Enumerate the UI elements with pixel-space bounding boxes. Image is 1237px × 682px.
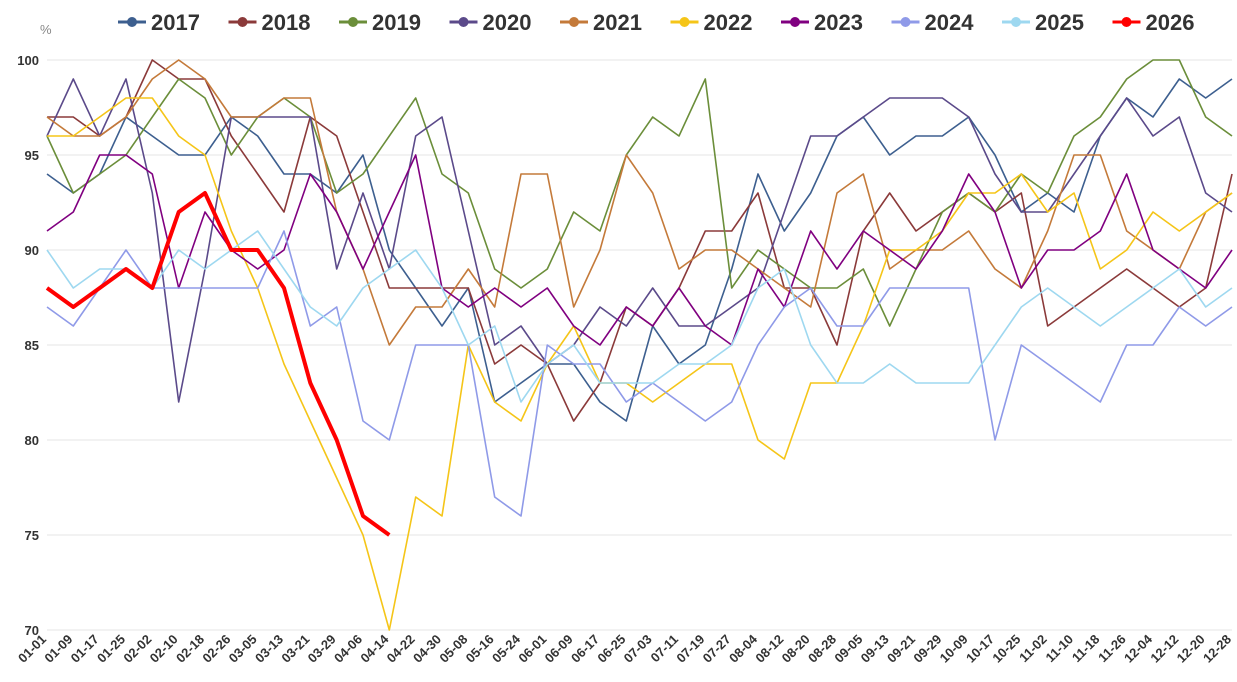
y-tick-label: 75 xyxy=(25,528,39,543)
x-tick-label: 04-30 xyxy=(410,632,444,666)
x-tick-label: 03-13 xyxy=(252,632,286,666)
legend-swatch xyxy=(790,17,800,27)
y-tick-label: 80 xyxy=(25,433,39,448)
y-tick-label: 95 xyxy=(25,148,39,163)
x-tick-label: 05-16 xyxy=(463,632,497,666)
x-tick-label: 07-19 xyxy=(673,632,707,666)
legend-label: 2021 xyxy=(593,10,642,35)
y-unit: % xyxy=(40,22,52,37)
x-tick-label: 12-12 xyxy=(1147,632,1181,666)
x-tick-label: 02-02 xyxy=(120,632,154,666)
legend-swatch xyxy=(458,17,469,27)
legend-label: 2019 xyxy=(372,10,421,35)
legend-swatch xyxy=(237,17,248,27)
y-tick-label: 90 xyxy=(25,243,39,258)
legend-label: 2024 xyxy=(925,10,975,35)
x-tick-label: 11-18 xyxy=(1069,632,1103,666)
x-tick-label: 05-08 xyxy=(436,632,470,666)
x-tick-label: 06-25 xyxy=(594,632,628,666)
series-line xyxy=(46,59,1233,346)
legend-label: 2017 xyxy=(151,10,200,35)
x-tick-label: 08-12 xyxy=(752,632,786,666)
x-tick-label: 01-25 xyxy=(94,632,128,666)
x-tick-label: 07-27 xyxy=(700,632,734,666)
legend-swatch xyxy=(569,17,579,27)
x-tick-label: 02-10 xyxy=(147,632,181,666)
legend-label: 2018 xyxy=(262,10,311,35)
x-tick-label: 06-01 xyxy=(515,632,549,666)
x-tick-label: 03-29 xyxy=(305,632,339,666)
legend-label: 2025 xyxy=(1035,10,1084,35)
series-line xyxy=(46,59,1233,327)
x-tick-label: 03-21 xyxy=(278,632,312,666)
x-tick-label: 07-11 xyxy=(648,632,682,666)
x-tick-label: 09-13 xyxy=(858,632,892,666)
legend-label: 2026 xyxy=(1146,10,1195,35)
x-tick-label: 09-21 xyxy=(884,632,918,666)
x-tick-label: 03-05 xyxy=(226,632,260,666)
legend-label: 2023 xyxy=(814,10,863,35)
x-tick-label: 02-26 xyxy=(199,632,233,666)
legend-swatch xyxy=(1011,17,1021,27)
x-tick-label: 08-28 xyxy=(805,632,839,666)
x-tick-label: 01-17 xyxy=(68,632,102,666)
x-tick-label: 02-18 xyxy=(173,632,207,666)
series-line xyxy=(46,154,1233,346)
x-tick-label: 10-25 xyxy=(989,632,1023,666)
series-line xyxy=(45,191,391,537)
y-tick-label: 85 xyxy=(25,338,39,353)
x-tick-label: 01-09 xyxy=(41,632,75,666)
x-tick-label: 09-29 xyxy=(910,632,944,666)
legend-label: 2020 xyxy=(483,10,532,35)
legend-swatch xyxy=(348,17,358,27)
series-line xyxy=(46,78,1233,422)
x-tick-label: 10-09 xyxy=(937,632,971,666)
x-tick-label: 04-22 xyxy=(384,632,418,666)
x-tick-label: 08-04 xyxy=(726,631,761,666)
legend-swatch xyxy=(1121,17,1132,27)
x-tick-label: 08-20 xyxy=(779,632,813,666)
x-tick-label: 12-28 xyxy=(1200,632,1234,666)
legend-swatch xyxy=(679,17,690,27)
x-tick-label: 09-05 xyxy=(831,632,865,666)
y-tick-label: 100 xyxy=(17,53,39,68)
x-tick-label: 11-02 xyxy=(1016,632,1050,666)
legend-swatch xyxy=(900,17,911,27)
y-tick-label: 70 xyxy=(25,623,39,638)
x-tick-label: 04-14 xyxy=(357,631,392,666)
x-tick-label: 01-01 xyxy=(15,632,49,666)
x-tick-label: 05-24 xyxy=(489,631,524,666)
x-tick-label: 11-10 xyxy=(1043,632,1077,666)
series-line xyxy=(46,230,1233,517)
x-tick-label: 11-26 xyxy=(1095,632,1129,666)
x-tick-label: 04-06 xyxy=(331,632,365,666)
x-tick-label: 06-17 xyxy=(568,632,602,666)
x-tick-label: 12-20 xyxy=(1174,632,1208,666)
series-line xyxy=(46,230,1233,403)
x-tick-label: 10-17 xyxy=(963,632,997,666)
legend-label: 2022 xyxy=(704,10,753,35)
legend-swatch xyxy=(127,17,137,27)
x-tick-label: 07-03 xyxy=(621,632,655,666)
x-tick-label: 06-09 xyxy=(542,632,576,666)
x-tick-label: 12-04 xyxy=(1121,631,1156,666)
